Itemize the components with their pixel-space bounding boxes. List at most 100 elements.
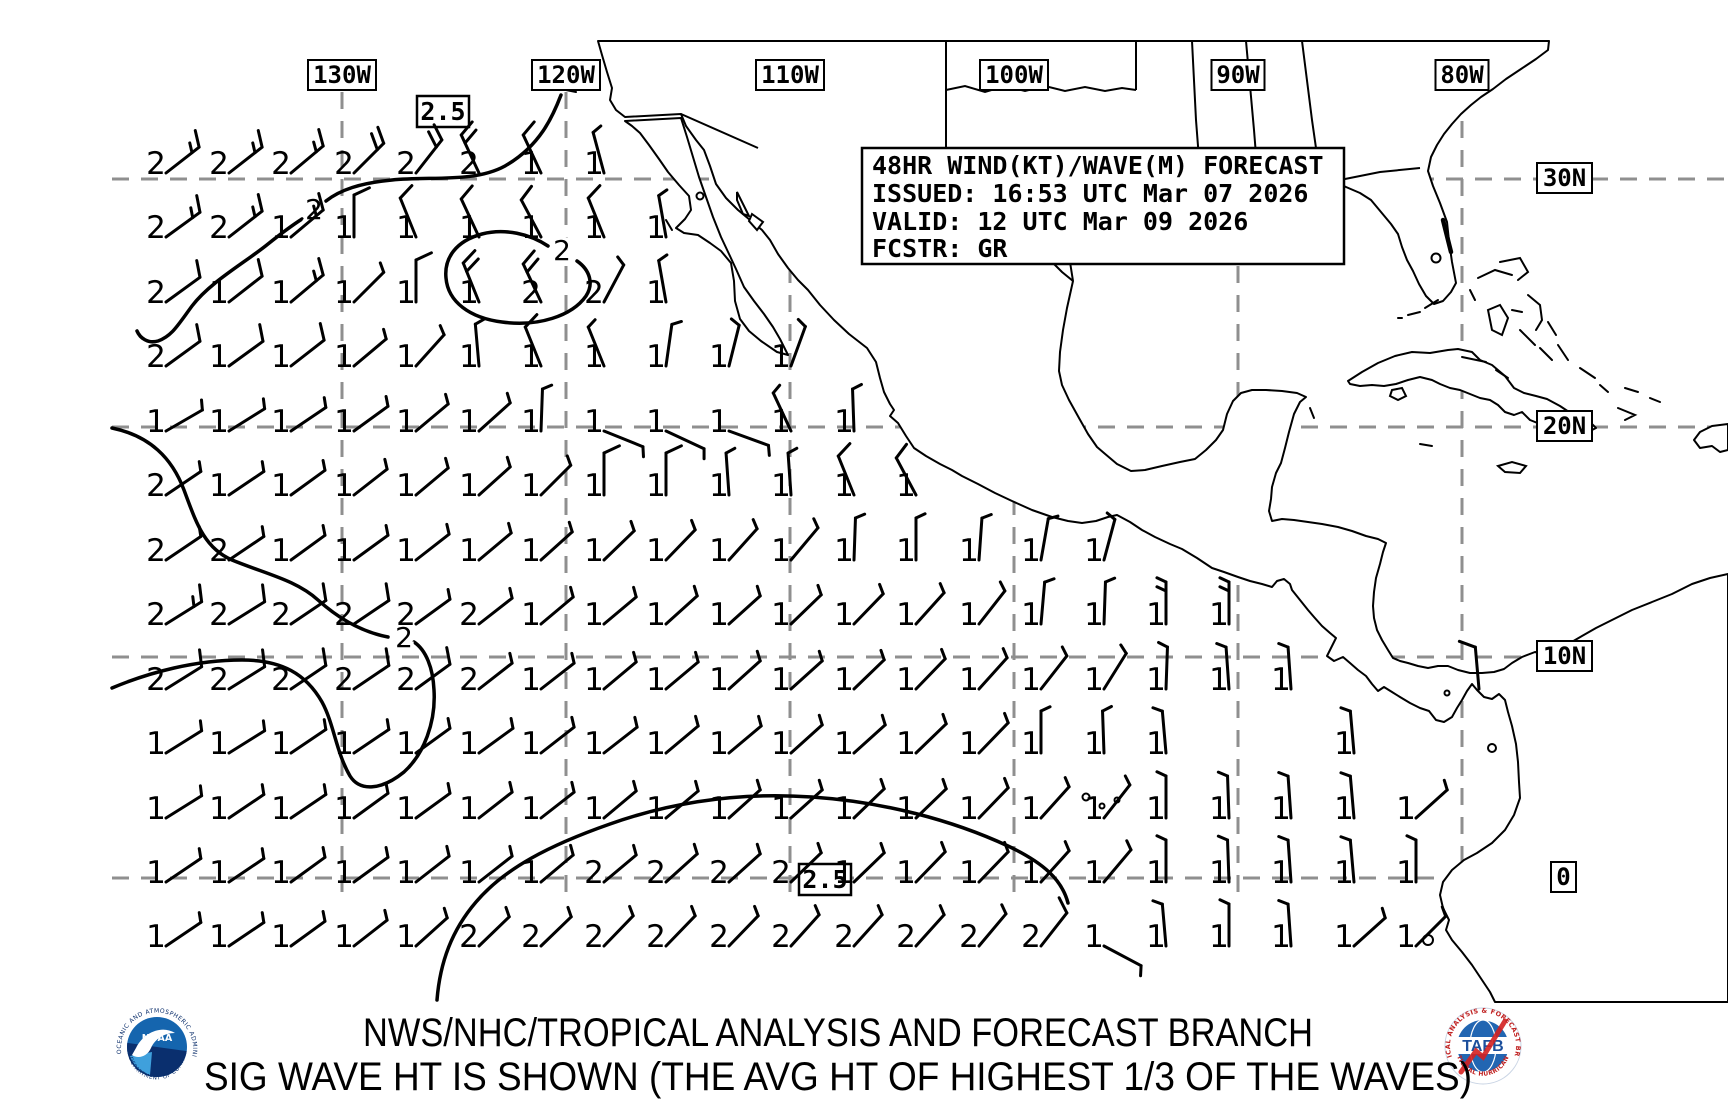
barb-tick <box>318 322 326 342</box>
lon-label-100W: 100W <box>979 59 1049 91</box>
barb-staff <box>227 535 266 562</box>
wave-height-value: 1 <box>1209 919 1229 955</box>
barb-tick <box>191 595 196 609</box>
lat-label-20N: 20N <box>1536 410 1593 442</box>
cedros-island <box>665 219 673 231</box>
barb-tick <box>384 781 390 795</box>
wind-barb: 2 <box>146 583 204 633</box>
barb-tick <box>771 383 782 395</box>
wind-barb: 1 <box>459 184 481 246</box>
barb-staff <box>852 516 857 562</box>
barb-tick <box>1103 576 1117 584</box>
barb-staff <box>914 591 946 626</box>
barb-tick <box>628 904 635 918</box>
barb-tick <box>508 651 514 665</box>
barb-staff <box>414 138 444 175</box>
wave-height-value: 1 <box>209 791 229 827</box>
lat-label-text: 10N <box>1543 642 1586 670</box>
wind-barb: 1 <box>834 442 856 504</box>
wind-barb: 2 <box>146 323 202 375</box>
noaa-logo-text: NOAA <box>142 1033 173 1044</box>
wave-height-value: 1 <box>1334 726 1354 762</box>
barb-tick <box>378 261 386 274</box>
wind-barb: 1 <box>334 327 388 375</box>
wind-barb: 1 <box>209 258 264 311</box>
wave-height-value: 1 <box>771 662 791 698</box>
barb-tick <box>444 392 450 406</box>
wind-barb: 1 <box>1084 919 1143 978</box>
wave-height-value: 1 <box>334 726 354 762</box>
barb-staff <box>352 599 391 626</box>
wave-height-value: 1 <box>959 597 979 633</box>
wave-height-value: 1 <box>584 404 604 440</box>
noaa-seagull-icon <box>132 1029 175 1057</box>
barb-staff <box>914 722 948 755</box>
wave-height-value: 1 <box>271 726 291 762</box>
barb-tick <box>690 904 697 918</box>
wind-barb: 1 <box>959 513 993 569</box>
barb-staff <box>591 130 606 175</box>
barb-staff <box>1039 785 1071 820</box>
barb-tick <box>879 777 886 791</box>
wind-barb: 1 <box>1084 839 1133 891</box>
wind-barb: 1 <box>1334 835 1356 891</box>
barb-staff <box>352 791 390 820</box>
barb-staff <box>352 141 386 175</box>
barb-tick <box>570 780 576 794</box>
wave-height-value: 1 <box>271 791 291 827</box>
gulf-of-california-islands <box>736 191 765 232</box>
wave-height-value: 1 <box>459 210 479 246</box>
barb-staff <box>1348 709 1356 755</box>
wind-barb: 2 <box>271 128 325 182</box>
wind-barb: 2 <box>459 651 514 698</box>
barb-tick <box>432 123 444 142</box>
wind-barbs: 2 2 2 2 2 2 1 1 2 2 1 1 1 1 1 1 1 2 1 1 1 1 1 2 2 1 2 1 1 1 1 1 1 1 1 1 1 1 1 1… <box>146 120 1481 978</box>
wave-height-value: 2 <box>396 662 416 698</box>
barb-staff <box>459 197 481 239</box>
wind-barb: 2 <box>146 460 203 504</box>
wave-height-value: 1 <box>459 533 479 569</box>
wave-height-value: 2 <box>334 597 354 633</box>
wave-height-value: 1 <box>146 404 166 440</box>
wind-barb: 1 <box>584 444 621 504</box>
barb-staff <box>789 325 807 368</box>
barb-tick <box>940 840 947 854</box>
barb-staff <box>352 270 386 304</box>
barb-tick <box>876 904 884 917</box>
barb-tick <box>879 648 886 662</box>
lon-label-text: 130W <box>313 61 371 89</box>
wave-height-value: 1 <box>521 791 541 827</box>
barb-staff <box>602 529 636 562</box>
wave-height-value: 1 <box>1084 791 1104 827</box>
barb-tick <box>1000 903 1008 916</box>
wave-height-value: 1 <box>709 404 729 440</box>
wave-height-value: 1 <box>1021 662 1041 698</box>
wind-barb: 1 <box>771 778 824 827</box>
wave-height-value: 2 <box>396 597 416 633</box>
wave-height-value: 1 <box>146 791 166 827</box>
barb-staff <box>539 915 573 948</box>
barb-tick <box>816 841 823 855</box>
barb-tick <box>195 194 202 214</box>
wind-barb: 1 <box>709 649 762 698</box>
wind-barb: 1 <box>396 184 418 246</box>
lat-label-text: 0 <box>1556 863 1570 891</box>
barb-tick <box>878 582 885 596</box>
barb-tick <box>567 520 574 534</box>
florida-keys <box>1397 299 1439 319</box>
wind-barb: 1 <box>709 446 737 504</box>
wind-barb: 1 <box>1084 774 1132 827</box>
wind-barb: 2 <box>146 525 203 569</box>
barb-tick <box>427 130 438 149</box>
wind-barb: 2 <box>209 525 266 569</box>
barb-tick <box>461 249 477 265</box>
barb-tick <box>616 255 626 267</box>
wave-height-value: 1 <box>1271 855 1291 891</box>
barb-tick <box>317 192 325 212</box>
wave-height-value: 1 <box>1021 533 1041 569</box>
barb-staff <box>1102 783 1132 820</box>
barb-tick <box>1060 645 1069 658</box>
wind-barb: 1 <box>209 323 265 375</box>
wind-barb: 1 <box>459 391 512 440</box>
